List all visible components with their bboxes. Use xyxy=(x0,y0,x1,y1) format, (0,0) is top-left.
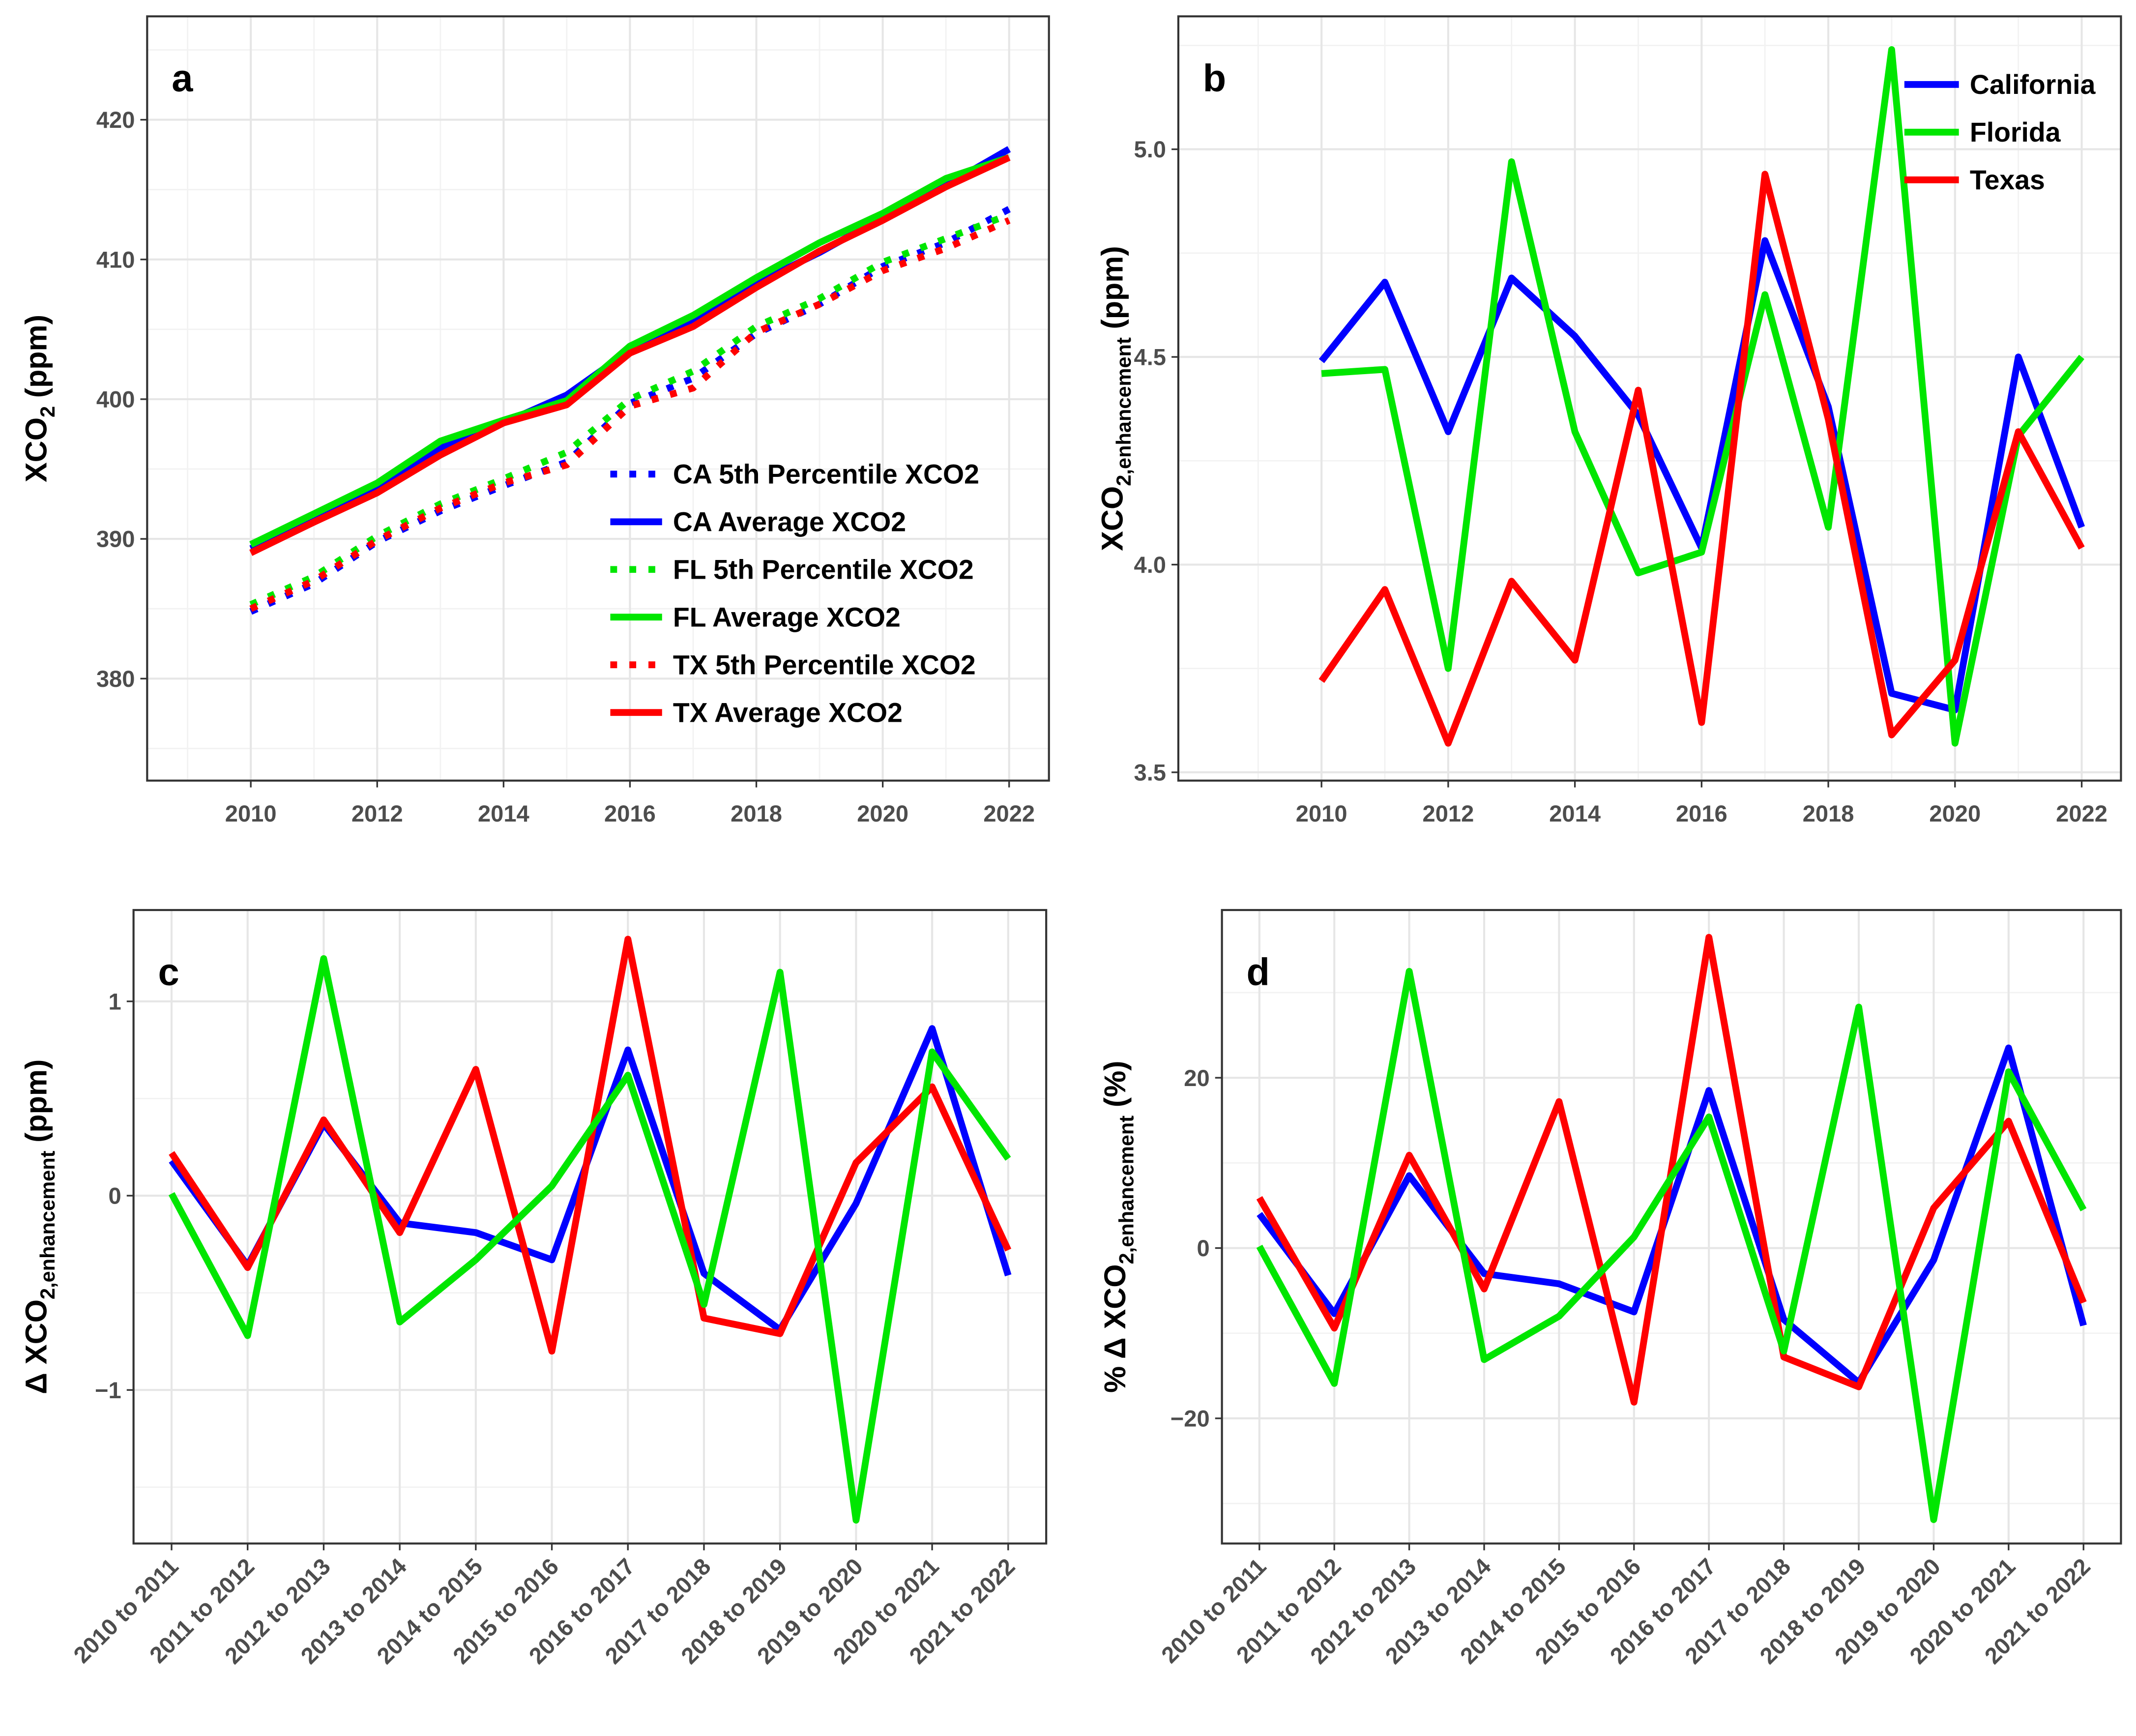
legend-label: TX Average XCO2 xyxy=(673,698,903,728)
y-tick-label: −20 xyxy=(1170,1406,1210,1432)
y-tick-label: 400 xyxy=(96,386,135,412)
y-axis-title-sub: 2 xyxy=(36,406,59,417)
y-axis-title-sub: 2,enhancement xyxy=(1115,1116,1138,1265)
legend-label: California xyxy=(1970,69,2096,100)
x-tick-label: 2016 xyxy=(1676,800,1727,826)
y-tick-label: 380 xyxy=(96,666,135,692)
series-line xyxy=(249,154,1011,556)
y-tick-label: 5.0 xyxy=(1134,136,1166,162)
y-axis-title-unit: (%) xyxy=(1098,1060,1132,1107)
y-axis-title-unit: (ppm) xyxy=(19,1059,53,1143)
y-axis-title-main: XCO xyxy=(1095,486,1129,551)
series-line xyxy=(249,217,1011,612)
legend-label: Florida xyxy=(1970,117,2061,147)
y-tick-label: 0 xyxy=(108,1183,121,1209)
series-line xyxy=(1256,934,2087,1406)
x-tick-label: 2012 xyxy=(351,800,403,826)
x-tick-label: 2014 xyxy=(1549,800,1601,826)
y-axis-title: Δ XCO2,enhancement (ppm) xyxy=(19,1059,59,1394)
series-line xyxy=(1321,46,2084,747)
series-line xyxy=(249,154,1010,548)
panel-background xyxy=(133,910,1047,1544)
y-tick-label: 410 xyxy=(96,246,135,272)
legend-label: FL 5th Percentile XCO2 xyxy=(673,555,974,585)
x-tick-label: 2010 xyxy=(1296,800,1347,826)
y-tick-label: 390 xyxy=(96,526,135,552)
panel-border xyxy=(132,909,1048,1545)
y-axis-title-sub: 2,enhancement xyxy=(1112,337,1135,486)
x-tick-label: 2012 xyxy=(1423,800,1474,826)
legend-label: TX 5th Percentile XCO2 xyxy=(673,650,976,680)
y-tick-label: 3.5 xyxy=(1134,759,1166,785)
y-tick-label: −1 xyxy=(95,1377,121,1403)
x-tick-label: 2010 xyxy=(225,800,277,826)
legend-label: CA Average XCO2 xyxy=(673,507,906,537)
series-line xyxy=(249,206,1011,615)
series-line xyxy=(1257,1044,2087,1386)
y-axis-title: XCO2,enhancement (ppm) xyxy=(1095,246,1135,551)
panel-label: c xyxy=(158,951,179,993)
series-line xyxy=(168,955,1011,1524)
y-tick-label: 4.0 xyxy=(1134,552,1166,578)
x-tick-label: 2022 xyxy=(2056,800,2107,826)
x-tick-label: 2020 xyxy=(1929,800,1981,826)
x-tick-label: 2020 xyxy=(857,800,908,826)
x-tick-label: 2022 xyxy=(983,800,1035,826)
series-line xyxy=(169,936,1012,1355)
x-tick-label: 2016 xyxy=(604,800,656,826)
y-tick-label: 1 xyxy=(108,988,121,1014)
y-tick-label: 0 xyxy=(1197,1235,1209,1261)
y-axis-title-main: Δ XCO xyxy=(19,1299,53,1394)
y-axis-title: % Δ XCO2,enhancement (%) xyxy=(1098,1060,1138,1393)
y-tick-label: 420 xyxy=(96,107,135,133)
y-tick-label: 4.5 xyxy=(1134,344,1166,370)
panel-label: d xyxy=(1246,951,1269,993)
series-line xyxy=(1318,171,2085,747)
x-tick-label: 2018 xyxy=(1803,800,1854,826)
panel-border xyxy=(1177,15,2122,782)
series-line xyxy=(1256,968,2087,1523)
panel-border xyxy=(146,15,1050,782)
y-axis-title-sub: 2,enhancement xyxy=(36,1150,59,1299)
y-axis-title: XCO2 (ppm) xyxy=(19,315,59,482)
x-tick-label: 2018 xyxy=(731,800,782,826)
y-axis-title-unit: (ppm) xyxy=(19,315,53,398)
panel-border xyxy=(1221,909,2122,1545)
y-axis-title-main: % Δ XCO xyxy=(1098,1264,1132,1393)
legend-label: CA 5th Percentile XCO2 xyxy=(673,459,979,490)
y-axis-title-main: XCO xyxy=(19,417,53,482)
x-tick-label: 2014 xyxy=(478,800,529,826)
y-tick-label: 20 xyxy=(1184,1065,1209,1091)
legend-label: FL Average XCO2 xyxy=(673,602,901,633)
panel-label: a xyxy=(172,58,193,100)
legend-label: Texas xyxy=(1970,165,2045,195)
y-axis-title-unit: (ppm) xyxy=(1095,246,1129,329)
panel-background xyxy=(1222,910,2121,1544)
panel-label: b xyxy=(1203,58,1226,100)
